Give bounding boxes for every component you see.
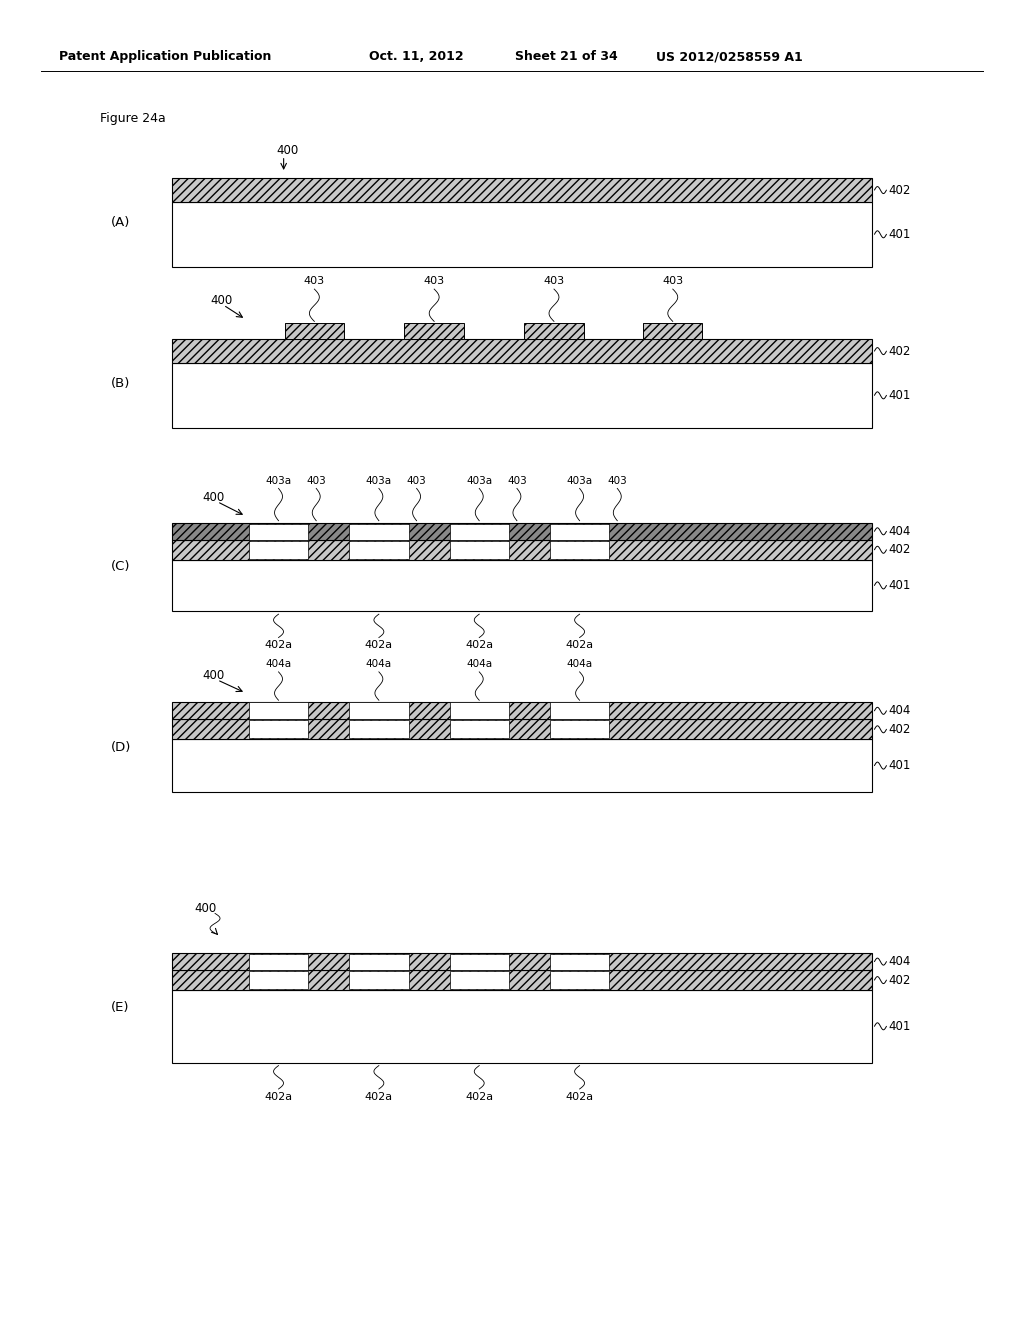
Bar xyxy=(349,524,409,540)
Text: 404: 404 xyxy=(889,705,910,717)
Text: 403: 403 xyxy=(304,276,325,286)
Text: 400: 400 xyxy=(210,294,232,308)
Text: 402a: 402a xyxy=(365,1092,393,1102)
Text: 403: 403 xyxy=(507,475,526,486)
Text: 404a: 404a xyxy=(366,659,392,669)
Text: 402a: 402a xyxy=(465,1092,494,1102)
Bar xyxy=(172,953,872,970)
Text: 403a: 403a xyxy=(566,475,593,486)
Text: 403: 403 xyxy=(407,475,426,486)
Bar xyxy=(172,178,872,202)
Text: 403: 403 xyxy=(607,475,627,486)
Bar xyxy=(249,954,308,970)
Text: 404a: 404a xyxy=(566,659,593,669)
Text: 401: 401 xyxy=(889,228,910,240)
Text: 400: 400 xyxy=(195,902,217,915)
Text: 403: 403 xyxy=(424,276,444,286)
Text: 400: 400 xyxy=(203,669,225,682)
Bar xyxy=(249,524,308,540)
Bar xyxy=(285,323,344,339)
Text: 403a: 403a xyxy=(466,475,493,486)
Bar xyxy=(172,560,872,611)
Bar xyxy=(172,970,872,990)
Text: 403: 403 xyxy=(663,276,683,286)
Bar xyxy=(550,972,609,989)
Text: (B): (B) xyxy=(111,378,130,389)
Bar xyxy=(172,702,872,719)
Bar xyxy=(450,721,509,738)
Text: 400: 400 xyxy=(276,144,299,157)
Bar xyxy=(172,339,872,363)
Text: 404: 404 xyxy=(889,956,910,968)
Text: 402: 402 xyxy=(889,345,910,358)
Bar xyxy=(524,323,584,339)
Text: 404a: 404a xyxy=(265,659,292,669)
Bar xyxy=(450,702,509,719)
Bar xyxy=(643,323,702,339)
Text: 402: 402 xyxy=(889,544,910,556)
Text: 403a: 403a xyxy=(366,475,392,486)
Text: 402a: 402a xyxy=(565,640,594,651)
Bar xyxy=(450,541,509,558)
Bar xyxy=(349,702,409,719)
Text: US 2012/0258559 A1: US 2012/0258559 A1 xyxy=(656,50,803,63)
Text: Oct. 11, 2012: Oct. 11, 2012 xyxy=(369,50,463,63)
Bar xyxy=(249,721,308,738)
Text: 402a: 402a xyxy=(264,1092,293,1102)
Bar xyxy=(172,990,872,1063)
Bar xyxy=(172,719,872,739)
Text: 402a: 402a xyxy=(465,640,494,651)
Text: 403a: 403a xyxy=(265,475,292,486)
Bar xyxy=(450,524,509,540)
Text: (C): (C) xyxy=(111,561,130,573)
Text: 400: 400 xyxy=(203,491,225,504)
Text: 401: 401 xyxy=(889,579,910,591)
Text: 404: 404 xyxy=(889,525,910,537)
Bar xyxy=(450,972,509,989)
Bar xyxy=(172,202,872,267)
Bar xyxy=(249,702,308,719)
Text: 402a: 402a xyxy=(365,640,393,651)
Text: 403: 403 xyxy=(544,276,564,286)
Bar xyxy=(172,540,872,560)
Bar xyxy=(349,721,409,738)
Text: (A): (A) xyxy=(111,216,130,228)
Text: 402: 402 xyxy=(889,183,910,197)
Text: 402: 402 xyxy=(889,723,910,735)
Bar xyxy=(404,323,464,339)
Text: 404a: 404a xyxy=(466,659,493,669)
Bar xyxy=(550,702,609,719)
Bar xyxy=(249,972,308,989)
Bar xyxy=(550,541,609,558)
Text: Patent Application Publication: Patent Application Publication xyxy=(59,50,271,63)
Text: 402a: 402a xyxy=(264,640,293,651)
Bar xyxy=(172,363,872,428)
Bar xyxy=(550,524,609,540)
Bar xyxy=(349,541,409,558)
Bar xyxy=(349,972,409,989)
Text: Figure 24a: Figure 24a xyxy=(100,112,166,125)
Bar xyxy=(349,954,409,970)
Text: (D): (D) xyxy=(111,741,131,754)
Bar xyxy=(249,541,308,558)
Bar xyxy=(550,721,609,738)
Text: (E): (E) xyxy=(111,1002,129,1014)
Bar xyxy=(172,523,872,540)
Bar xyxy=(172,739,872,792)
Bar xyxy=(450,954,509,970)
Text: 402a: 402a xyxy=(565,1092,594,1102)
Text: Sheet 21 of 34: Sheet 21 of 34 xyxy=(515,50,617,63)
Text: 401: 401 xyxy=(889,389,910,401)
Bar xyxy=(550,954,609,970)
Text: 402: 402 xyxy=(889,974,910,986)
Text: 401: 401 xyxy=(889,759,910,772)
Text: 401: 401 xyxy=(889,1020,910,1032)
Text: 403: 403 xyxy=(306,475,326,486)
